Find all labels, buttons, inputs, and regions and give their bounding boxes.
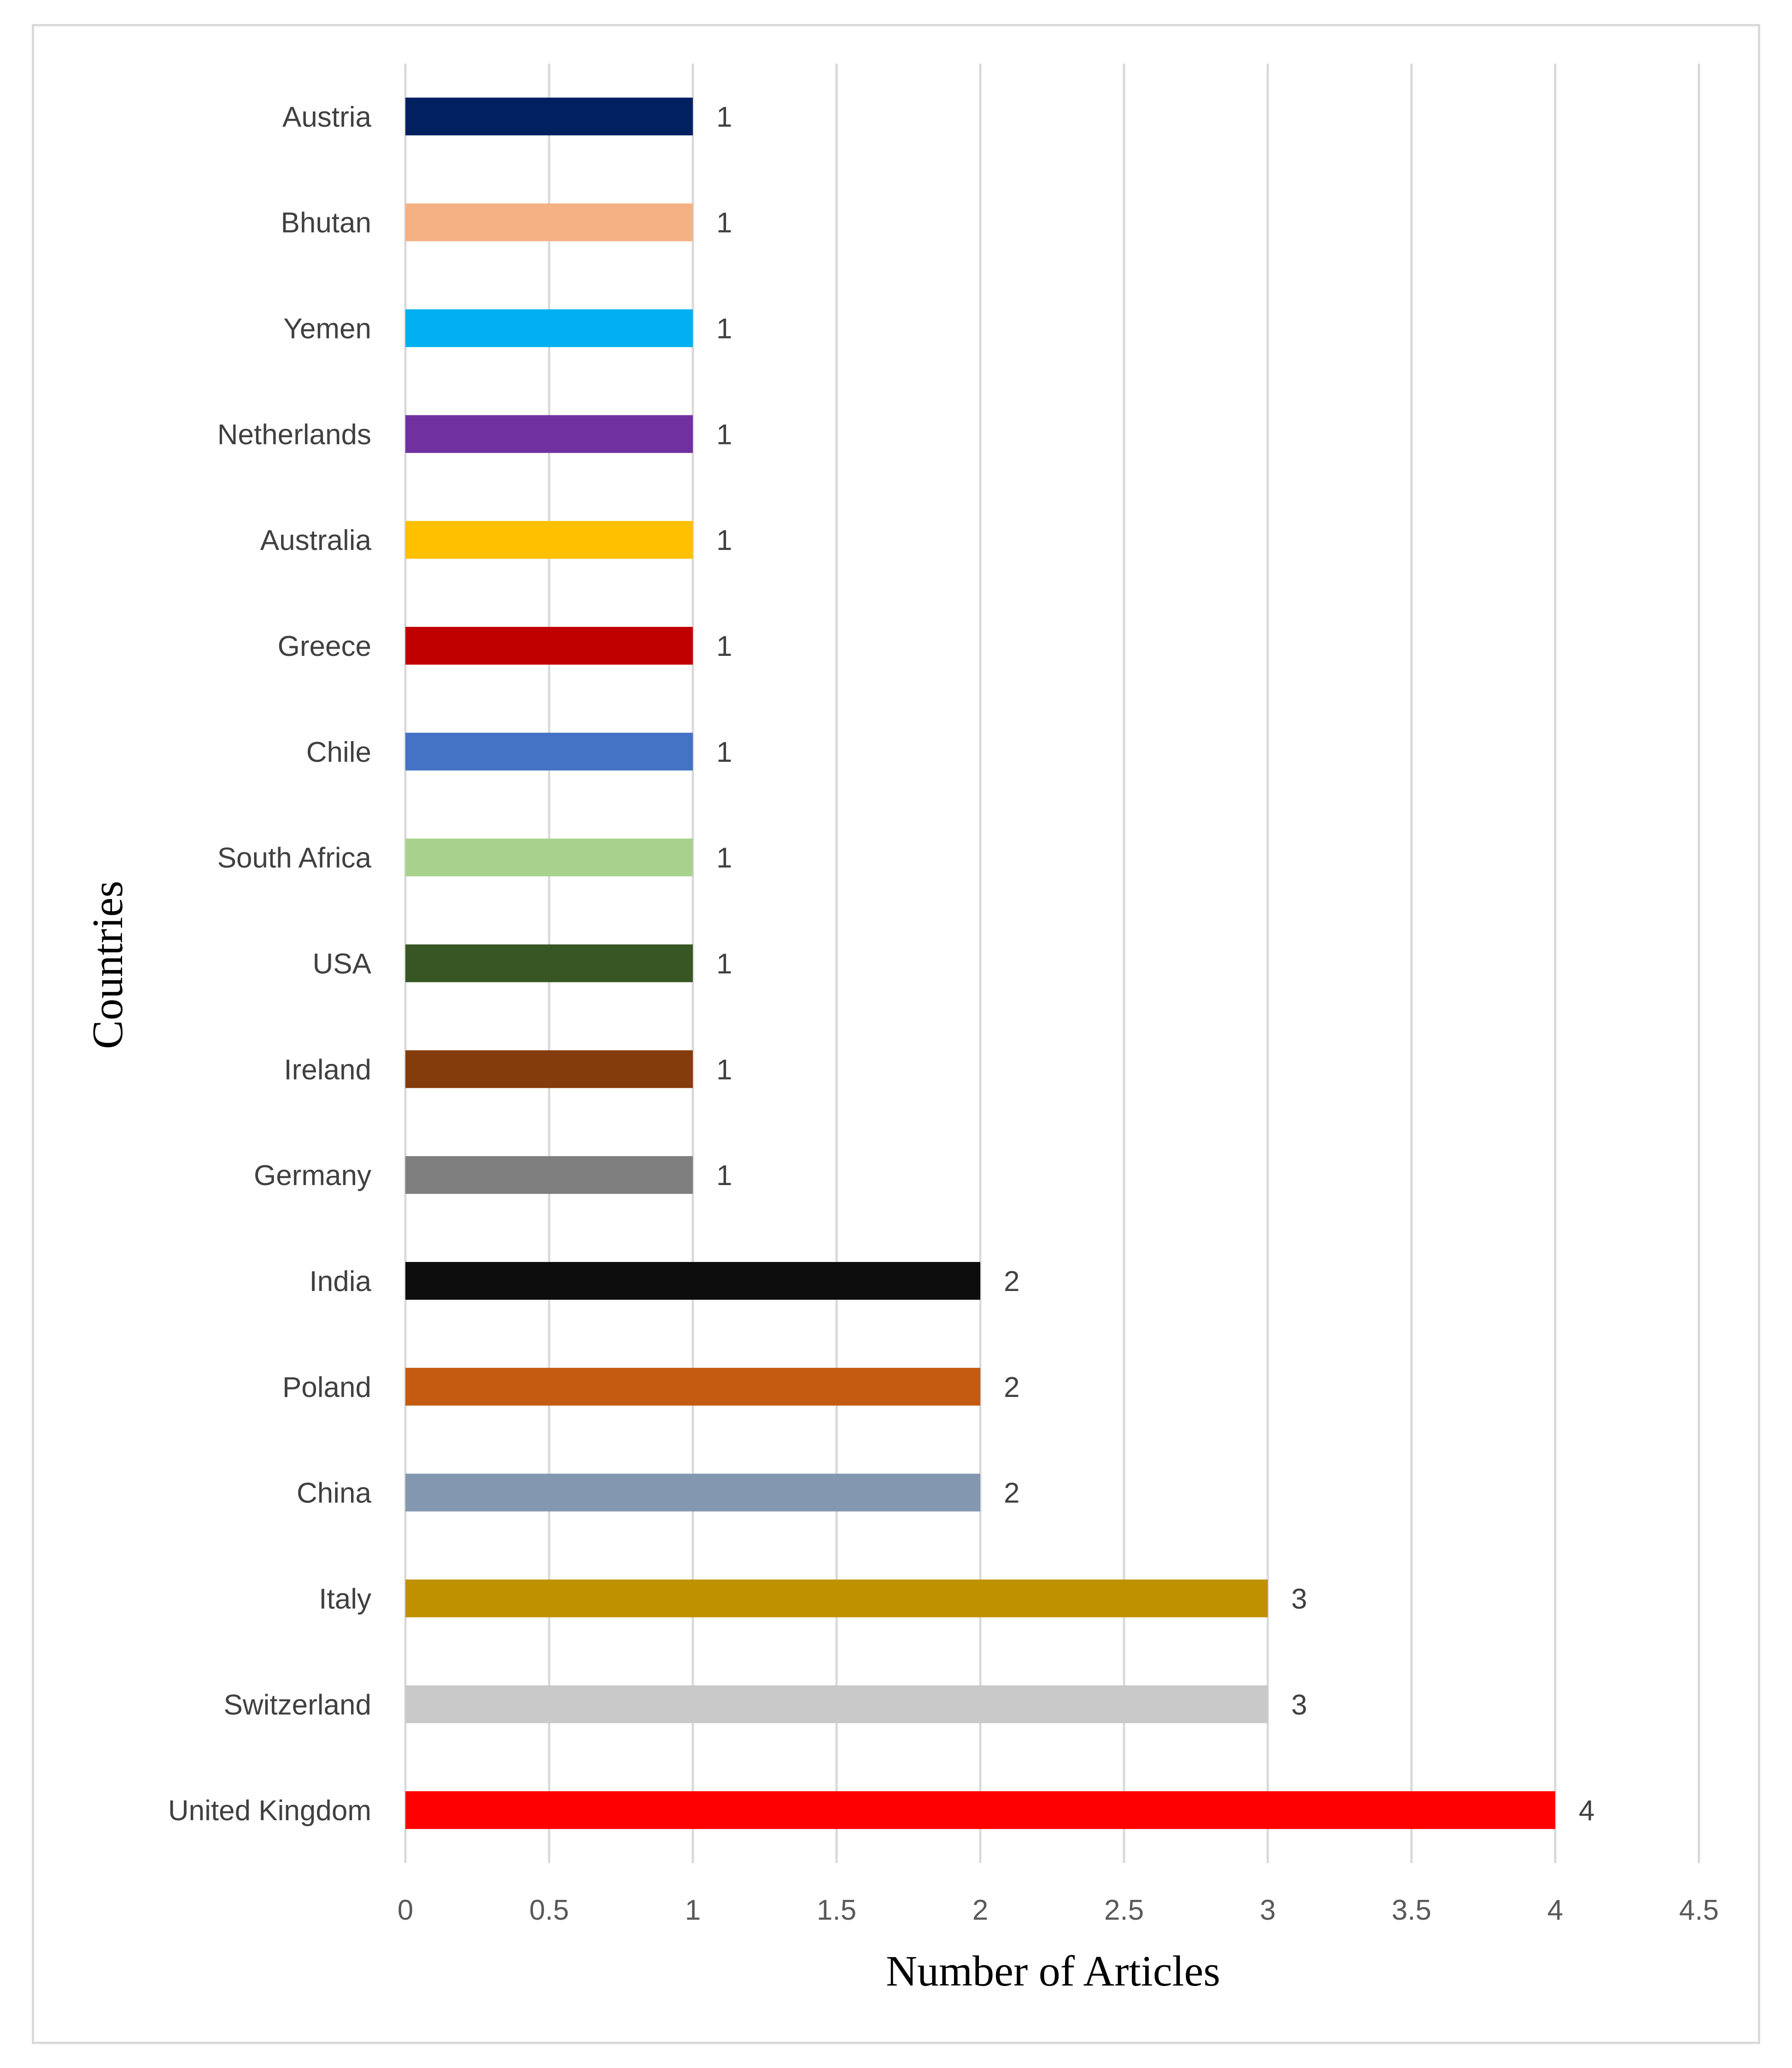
bar-germany: [405, 1156, 693, 1194]
x-tick-label: 2: [972, 1894, 988, 1926]
bar-ireland: [405, 1050, 693, 1088]
category-label: Italy: [319, 1583, 371, 1615]
data-label: 1: [716, 101, 732, 133]
category-label: Switzerland: [224, 1689, 371, 1721]
data-label: 1: [716, 419, 732, 450]
category-label: Chile: [306, 736, 371, 768]
data-label: 1: [716, 207, 732, 239]
data-label: 2: [1004, 1266, 1019, 1297]
data-label: 1: [716, 313, 732, 345]
data-label: 2: [1004, 1372, 1019, 1403]
category-label: Bhutan: [281, 207, 371, 239]
data-label: 1: [716, 842, 732, 874]
x-tick-label: 3: [1260, 1894, 1276, 1926]
category-label: Greece: [278, 631, 371, 662]
data-label: 2: [1004, 1478, 1019, 1509]
x-tick-label: 4.5: [1679, 1894, 1719, 1926]
bar-italy: [405, 1579, 1268, 1618]
labels: 0 0.5 1 1.5 2 2.5 3 3.5 4 4.5 Austria 1 Bhutan 1 Yemen…: [168, 101, 1719, 1926]
bar-greece: [405, 627, 693, 665]
bar-india: [405, 1262, 980, 1300]
data-label: 1: [716, 1160, 732, 1192]
category-label: United Kingdom: [168, 1795, 371, 1827]
bar-united-kingdom: [405, 1791, 1555, 1829]
category-label: China: [297, 1478, 372, 1509]
x-tick-label: 0: [398, 1894, 413, 1926]
x-axis-title: Number of Articles: [886, 1947, 1220, 1995]
x-tick-label: 4: [1547, 1894, 1563, 1926]
category-label: South Africa: [217, 842, 372, 874]
x-tick-label: 0.5: [529, 1894, 569, 1926]
data-label: 3: [1291, 1689, 1307, 1721]
category-label: India: [310, 1266, 372, 1297]
bar-bhutan: [405, 203, 693, 241]
bars: [405, 97, 1555, 1829]
data-label: 1: [716, 525, 732, 556]
bar-china: [405, 1473, 980, 1512]
bar-austria: [405, 97, 693, 135]
category-label: USA: [313, 948, 372, 980]
category-label: Netherlands: [217, 419, 371, 450]
category-label: Germany: [254, 1160, 371, 1192]
bar-netherlands: [405, 415, 693, 453]
category-label: Ireland: [284, 1054, 371, 1086]
data-label: 1: [716, 736, 732, 768]
bar-poland: [405, 1367, 980, 1406]
bar-south-africa: [405, 838, 693, 876]
x-tick-label: 3.5: [1392, 1894, 1431, 1926]
x-tick-label: 2.5: [1104, 1894, 1144, 1926]
y-axis-title: Countries: [84, 881, 132, 1049]
data-label: 1: [716, 631, 732, 662]
x-tick-label: 1: [685, 1894, 701, 1926]
bar-switzerland: [405, 1685, 1268, 1723]
category-label: Poland: [282, 1372, 371, 1403]
category-label: Yemen: [283, 313, 371, 345]
gridlines: [404, 64, 1700, 1863]
bar-australia: [405, 521, 693, 559]
category-label: Austria: [282, 101, 371, 133]
data-label: 1: [716, 1054, 732, 1086]
x-tick-label: 1.5: [817, 1894, 856, 1926]
data-label: 3: [1291, 1583, 1307, 1615]
data-label: 4: [1579, 1795, 1594, 1827]
data-label: 1: [716, 948, 732, 980]
bar-usa: [405, 944, 693, 982]
bar-chile: [405, 732, 693, 771]
category-label: Australia: [260, 525, 372, 556]
bar-yemen: [405, 309, 693, 347]
